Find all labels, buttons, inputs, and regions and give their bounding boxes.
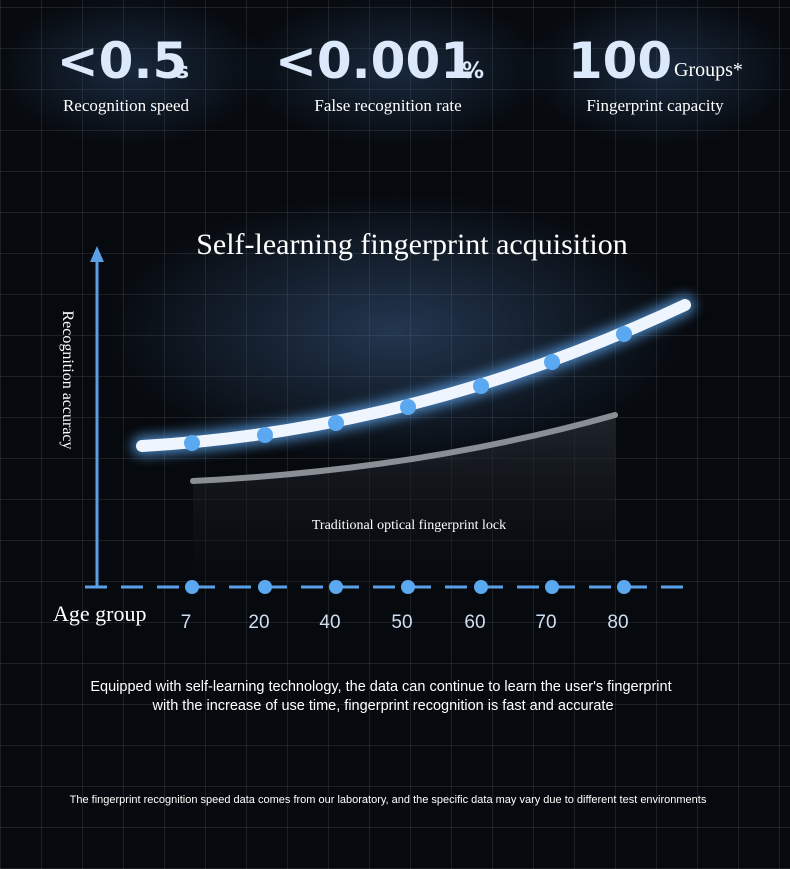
- traditional-curve: [190, 412, 618, 484]
- footnote: The fingerprint recognition speed data c…: [70, 794, 707, 806]
- x-label: Age group: [53, 601, 146, 626]
- y-label: Recognition accuracy: [59, 310, 76, 449]
- curve-dot: [184, 435, 200, 451]
- axis-dot: [545, 580, 559, 594]
- description: Equipped with self-learning technology, …: [90, 679, 671, 695]
- curve-dot: [616, 326, 632, 342]
- curve-dot: [400, 399, 416, 415]
- axis-dot: [474, 580, 488, 594]
- stat-value: <0.5: [57, 32, 187, 90]
- age-label: 60: [464, 612, 485, 633]
- y-arrow: [90, 246, 104, 262]
- stat-unit: %: [462, 59, 484, 84]
- curve-dot: [328, 415, 344, 431]
- age-label: 40: [319, 612, 340, 633]
- stat-unit: Groups*: [674, 59, 743, 81]
- age-label: 80: [607, 612, 628, 633]
- curve-dot: [257, 427, 273, 443]
- stat-label: False recognition rate: [314, 96, 461, 115]
- chart-title: Self-learning fingerprint acquisition: [196, 228, 628, 261]
- stat-label: Fingerprint capacity: [586, 96, 724, 115]
- stat-unit: s: [176, 59, 189, 84]
- curve-dot: [473, 378, 489, 394]
- self-learning-curve: [136, 299, 691, 452]
- axis-dot: [329, 580, 343, 594]
- stat-value: <0.001: [275, 32, 475, 90]
- area: [193, 415, 615, 587]
- stat-value: 100: [568, 32, 672, 90]
- axis-dot: [185, 580, 199, 594]
- description: with the increase of use time, fingerpri…: [151, 698, 613, 714]
- series-label: Traditional optical fingerprint lock: [312, 518, 506, 533]
- axis-dot: [617, 580, 631, 594]
- stat-label: Recognition speed: [63, 96, 190, 115]
- axis-dot: [258, 580, 272, 594]
- age-label: 50: [391, 612, 412, 633]
- age-label: 20: [248, 612, 269, 633]
- age-label: 7: [181, 612, 192, 633]
- age-label: 70: [535, 612, 556, 633]
- curve-dot: [544, 354, 560, 370]
- axis-dot: [401, 580, 415, 594]
